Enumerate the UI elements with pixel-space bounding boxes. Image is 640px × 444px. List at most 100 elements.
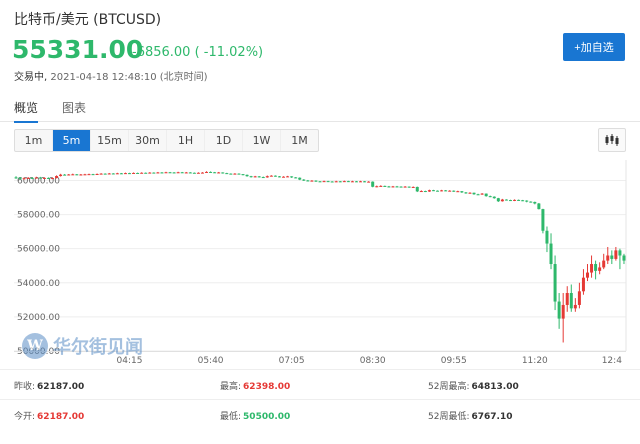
candle-body: [598, 267, 602, 271]
candle-body: [407, 186, 411, 188]
price-change: -6856.00 ( -11.02%): [132, 45, 264, 60]
candle-body: [496, 198, 500, 202]
candle-body: [172, 172, 176, 174]
candle-body: [63, 174, 67, 176]
y-tick-label: 58000.00: [17, 211, 60, 221]
candle-body: [585, 272, 589, 278]
price-chart[interactable]: 60000.00 58000.00 56000.00 54000.00 52000.00…: [0, 155, 640, 366]
stat-label: 今开:: [14, 412, 36, 422]
candle-body: [132, 172, 136, 174]
week52-high: 52周最高: 64813.00: [428, 379, 519, 392]
candle-body: [440, 190, 444, 192]
watermark-text: 华尔街见闻: [53, 337, 143, 358]
candle-body: [83, 174, 87, 176]
candle-body: [354, 181, 358, 183]
stat-value: 62187.00: [37, 382, 85, 392]
candle-body: [148, 172, 152, 174]
x-tick-label: 04:15: [117, 356, 143, 365]
candle-body: [488, 196, 492, 198]
candle-body: [472, 192, 476, 195]
candle-body: [200, 172, 204, 174]
day-high: 最高: 62398.00: [220, 379, 290, 392]
candle-body: [164, 172, 168, 174]
candle-body: [375, 186, 379, 188]
candle-body: [123, 173, 127, 175]
candle-body: [302, 179, 306, 181]
period-15m[interactable]: 15m: [91, 130, 129, 151]
candle-body: [249, 176, 253, 178]
add-to-watchlist-button[interactable]: +加自选: [563, 33, 625, 61]
y-tick-label: 56000.00: [17, 245, 60, 255]
today-open: 今开: 62187.00: [14, 409, 84, 422]
chart-settings-button[interactable]: [598, 128, 626, 152]
period-1m[interactable]: 1m: [15, 130, 53, 151]
candle-body: [51, 178, 55, 180]
x-tick-label: 07:05: [279, 356, 305, 365]
candle-body: [387, 186, 391, 188]
candle-body: [391, 186, 395, 188]
tab-overview[interactable]: 概览: [14, 99, 39, 123]
candle-body: [561, 304, 565, 319]
candle-body: [79, 174, 83, 176]
candle-body: [395, 186, 399, 188]
candle-body: [618, 250, 622, 256]
candle-body: [444, 190, 448, 192]
candle-body: [565, 293, 569, 305]
candle-body: [476, 194, 480, 196]
period-1w[interactable]: 1W: [243, 130, 281, 151]
candle-body: [533, 201, 537, 204]
trading-status: 交易中, 2021-04-18 12:48:10 (北京时间): [14, 68, 208, 83]
candle-body: [379, 185, 383, 187]
candle-body: [22, 178, 26, 180]
candle-body: [294, 177, 298, 179]
candle-body: [330, 181, 334, 183]
candle-body: [176, 172, 180, 174]
candle-body: [152, 172, 156, 174]
stat-value: 6767.10: [471, 412, 513, 422]
stats-row: 今开: 62187.00 最低: 50500.00 52周最低: 6767.10: [0, 399, 640, 430]
candle-body: [205, 171, 209, 173]
candle-body: [71, 174, 75, 176]
period-1d[interactable]: 1D: [205, 130, 243, 151]
candle-body: [581, 277, 585, 292]
candle-body: [602, 260, 606, 268]
candle-body: [298, 177, 302, 180]
candle-body: [517, 199, 521, 201]
candle-body: [492, 196, 496, 199]
candle-body: [452, 190, 456, 192]
candle-body: [610, 255, 614, 259]
security-title: 比特币/美元 (BTCUSD): [14, 12, 162, 28]
candle-body: [359, 181, 363, 183]
candle-body: [261, 177, 265, 179]
candle-body: [363, 181, 367, 183]
period-1h[interactable]: 1H: [167, 130, 205, 151]
candle-body: [91, 174, 95, 176]
period-selector: 1m 5m 15m 30m 1H 1D 1W 1M: [14, 129, 319, 152]
candle-body: [464, 192, 468, 194]
candle-body: [557, 301, 561, 319]
candle-body: [480, 193, 484, 195]
week52-low: 52周最低: 6767.10: [428, 409, 513, 422]
candle-body: [415, 186, 419, 192]
candle-body: [508, 200, 512, 202]
period-30m[interactable]: 30m: [129, 130, 167, 151]
period-1mo[interactable]: 1M: [291, 134, 308, 147]
tab-bar: 概览 图表: [0, 96, 640, 123]
period-5m[interactable]: 5m: [53, 130, 91, 151]
candle-body: [34, 177, 38, 179]
candle-body: [468, 192, 472, 194]
candle-body: [350, 181, 354, 183]
watermark-logo: W: [22, 333, 48, 359]
stat-value: 50500.00: [243, 412, 291, 422]
candle-body: [427, 190, 431, 192]
tab-chart[interactable]: 图表: [62, 101, 87, 115]
stat-value: 62187.00: [37, 412, 85, 422]
candle-body: [213, 172, 217, 174]
candle-body: [217, 172, 221, 174]
candle-body: [367, 181, 371, 183]
candle-body: [513, 199, 517, 201]
timestamp: 2021-04-18 12:48:10 (北京时间): [50, 72, 208, 83]
candle-body: [318, 181, 322, 183]
candle-body: [282, 176, 286, 178]
status-label: 交易中,: [14, 72, 48, 83]
